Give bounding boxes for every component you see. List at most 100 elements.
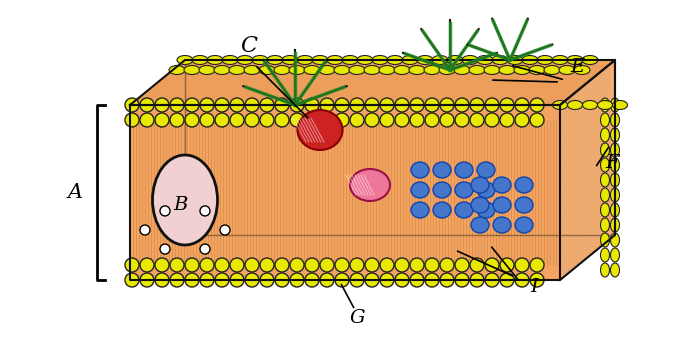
Ellipse shape <box>499 66 515 74</box>
Ellipse shape <box>598 101 612 109</box>
Circle shape <box>305 113 319 127</box>
Ellipse shape <box>529 66 545 74</box>
Ellipse shape <box>515 197 533 213</box>
Circle shape <box>530 98 544 112</box>
Circle shape <box>290 258 304 272</box>
Ellipse shape <box>610 98 620 112</box>
Circle shape <box>185 258 199 272</box>
Ellipse shape <box>601 173 610 187</box>
Ellipse shape <box>349 66 365 74</box>
Ellipse shape <box>334 66 350 74</box>
Polygon shape <box>130 60 615 105</box>
Circle shape <box>140 113 154 127</box>
Circle shape <box>410 113 424 127</box>
Ellipse shape <box>447 55 463 65</box>
Circle shape <box>485 258 499 272</box>
Circle shape <box>515 273 529 287</box>
Circle shape <box>350 113 364 127</box>
Ellipse shape <box>469 66 485 74</box>
Circle shape <box>275 113 289 127</box>
Circle shape <box>290 273 304 287</box>
Ellipse shape <box>601 113 610 127</box>
Ellipse shape <box>601 248 610 262</box>
Ellipse shape <box>177 55 193 65</box>
Ellipse shape <box>610 113 620 127</box>
Ellipse shape <box>387 55 403 65</box>
Circle shape <box>140 98 154 112</box>
Circle shape <box>275 258 289 272</box>
Ellipse shape <box>312 55 328 65</box>
Ellipse shape <box>298 110 342 150</box>
Ellipse shape <box>455 182 473 198</box>
Circle shape <box>395 113 409 127</box>
Ellipse shape <box>515 217 533 233</box>
Circle shape <box>365 98 379 112</box>
Circle shape <box>200 244 210 254</box>
Circle shape <box>515 113 529 127</box>
Ellipse shape <box>319 66 335 74</box>
Circle shape <box>500 258 514 272</box>
Circle shape <box>410 273 424 287</box>
Circle shape <box>245 258 259 272</box>
Circle shape <box>455 98 469 112</box>
Circle shape <box>155 273 169 287</box>
Ellipse shape <box>601 233 610 247</box>
Ellipse shape <box>522 55 538 65</box>
Circle shape <box>380 98 394 112</box>
Text: C: C <box>240 35 257 57</box>
Text: F: F <box>605 154 619 172</box>
Ellipse shape <box>601 158 610 172</box>
Circle shape <box>395 273 409 287</box>
Circle shape <box>320 98 334 112</box>
Ellipse shape <box>357 55 373 65</box>
Circle shape <box>365 273 379 287</box>
Ellipse shape <box>289 66 305 74</box>
Ellipse shape <box>411 202 429 218</box>
Circle shape <box>155 113 169 127</box>
Ellipse shape <box>477 182 495 198</box>
Ellipse shape <box>342 55 358 65</box>
Ellipse shape <box>229 66 245 74</box>
Ellipse shape <box>610 233 620 247</box>
Circle shape <box>500 113 514 127</box>
Circle shape <box>350 273 364 287</box>
Ellipse shape <box>471 197 489 213</box>
Circle shape <box>440 113 454 127</box>
Ellipse shape <box>610 218 620 232</box>
Circle shape <box>380 273 394 287</box>
Circle shape <box>200 113 214 127</box>
Ellipse shape <box>484 66 500 74</box>
Circle shape <box>485 113 499 127</box>
Ellipse shape <box>424 66 440 74</box>
Circle shape <box>470 98 484 112</box>
Circle shape <box>220 225 230 235</box>
Ellipse shape <box>455 162 473 178</box>
Circle shape <box>170 258 184 272</box>
Ellipse shape <box>601 143 610 157</box>
Circle shape <box>125 98 139 112</box>
Circle shape <box>200 258 214 272</box>
Circle shape <box>185 273 199 287</box>
Circle shape <box>320 258 334 272</box>
Circle shape <box>290 113 304 127</box>
Circle shape <box>160 244 170 254</box>
Circle shape <box>215 258 229 272</box>
Ellipse shape <box>601 128 610 142</box>
Ellipse shape <box>568 101 582 109</box>
Ellipse shape <box>297 55 313 65</box>
Circle shape <box>230 273 244 287</box>
Circle shape <box>275 98 289 112</box>
Circle shape <box>200 273 214 287</box>
Ellipse shape <box>544 66 560 74</box>
Ellipse shape <box>282 55 298 65</box>
Circle shape <box>365 258 379 272</box>
Ellipse shape <box>582 55 598 65</box>
Ellipse shape <box>612 101 627 109</box>
Ellipse shape <box>199 66 215 74</box>
Circle shape <box>245 273 259 287</box>
Ellipse shape <box>207 55 223 65</box>
Ellipse shape <box>237 55 253 65</box>
Circle shape <box>350 258 364 272</box>
Circle shape <box>230 258 244 272</box>
Ellipse shape <box>259 66 275 74</box>
